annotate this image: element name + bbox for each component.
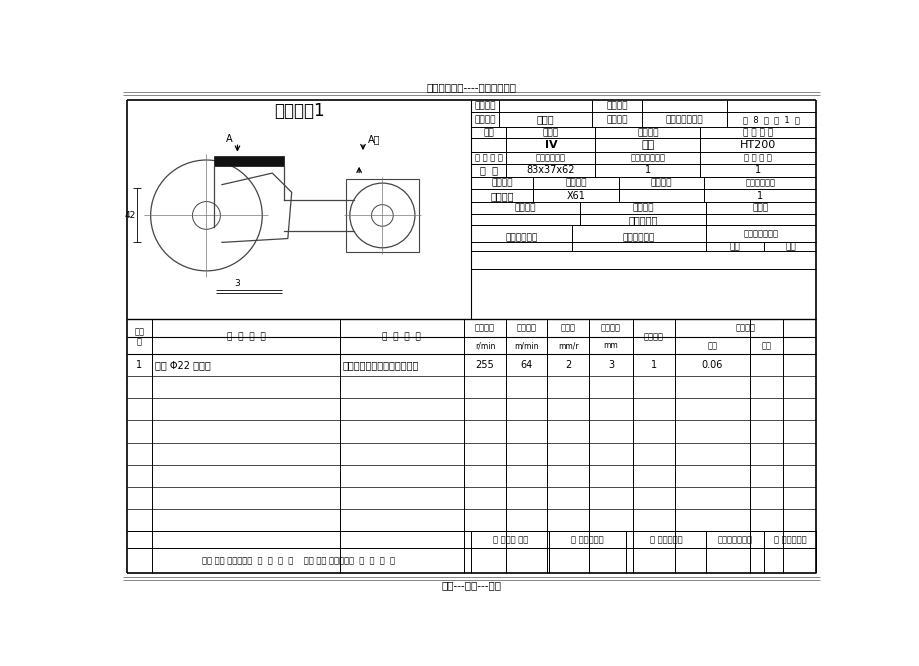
- Bar: [346, 179, 418, 252]
- Text: 切削速度: 切削速度: [516, 324, 537, 333]
- Text: r/min: r/min: [474, 341, 494, 350]
- Text: 83x37x62: 83x37x62: [526, 165, 574, 175]
- Text: 校 对（日期）: 校 对（日期）: [571, 535, 604, 544]
- Text: 夹具编号: 夹具编号: [515, 204, 536, 212]
- Text: 1: 1: [644, 165, 650, 175]
- Text: 产品名称: 产品名称: [474, 115, 495, 124]
- Text: 机动: 机动: [707, 341, 717, 350]
- Text: 1: 1: [650, 360, 656, 370]
- Text: 工位器具名称: 工位器具名称: [622, 234, 654, 242]
- Text: 零件图号: 零件图号: [606, 102, 627, 111]
- Text: 设备编号: 设备编号: [650, 178, 672, 188]
- Text: 切削液: 切削液: [752, 204, 768, 212]
- Text: 毛 坯 种 类: 毛 坯 种 类: [474, 153, 503, 163]
- Text: 标准化（日期）: 标准化（日期）: [717, 535, 752, 544]
- Text: A向: A向: [368, 135, 380, 145]
- Text: 粗铣: 粗铣: [641, 140, 653, 150]
- Text: 精选优质文档----倾情为你奉上: 精选优质文档----倾情为你奉上: [426, 82, 516, 92]
- Text: 共  8  页  第  1  页: 共 8 页 第 1 页: [743, 115, 800, 124]
- Text: mm: mm: [603, 341, 618, 350]
- Text: HT200: HT200: [739, 140, 776, 150]
- Text: 工步
号: 工步 号: [134, 327, 144, 346]
- Text: mm/r: mm/r: [558, 341, 578, 350]
- Text: 卧式铣床: 卧式铣床: [490, 190, 514, 201]
- Text: 硬质合金端铣刀、专用铣夹具: 硬质合金端铣刀、专用铣夹具: [343, 360, 419, 370]
- Text: 64: 64: [520, 360, 532, 370]
- Text: 夹具名称: 夹具名称: [631, 204, 652, 212]
- Text: 准终: 准终: [729, 242, 740, 251]
- Text: 每毛坯可制件数: 每毛坯可制件数: [630, 153, 664, 163]
- Text: 设 计（日 期）: 设 计（日 期）: [492, 535, 528, 544]
- Text: 柴油机: 柴油机: [536, 115, 553, 125]
- Text: 42: 42: [124, 211, 135, 220]
- Text: 每 台 件 数: 每 台 件 数: [743, 153, 771, 163]
- Text: 3: 3: [607, 360, 613, 370]
- Text: 设备型号: 设备型号: [565, 178, 586, 188]
- Text: 进给次数: 进给次数: [643, 332, 663, 341]
- Text: 毛坯外形尺寸: 毛坯外形尺寸: [536, 153, 565, 163]
- Text: X61: X61: [566, 190, 584, 201]
- Text: 255: 255: [475, 360, 494, 370]
- Text: 进给量: 进给量: [561, 324, 575, 333]
- Text: 1: 1: [754, 165, 761, 175]
- Text: 工艺附图1: 工艺附图1: [274, 102, 324, 120]
- Text: A: A: [226, 135, 233, 145]
- Text: 1: 1: [756, 190, 763, 201]
- Text: 材 料 牌 号: 材 料 牌 号: [743, 128, 773, 137]
- Text: 主轴转速: 主轴转速: [474, 324, 494, 333]
- Text: 2: 2: [564, 360, 571, 370]
- Text: 粗铣 Φ22 上端面: 粗铣 Φ22 上端面: [155, 360, 210, 370]
- Text: 工  步  内  容: 工 步 内 容: [226, 332, 265, 341]
- Text: 设备名称: 设备名称: [492, 178, 513, 188]
- Text: 同时加工件数: 同时加工件数: [744, 178, 775, 188]
- Bar: [214, 156, 284, 166]
- Text: 专心---专注---专业: 专心---专注---专业: [441, 580, 501, 590]
- Text: 产品型号: 产品型号: [474, 102, 495, 111]
- Text: 零件名称: 零件名称: [606, 115, 627, 124]
- Text: 单件: 单件: [784, 242, 795, 251]
- Text: 工序名称: 工序名称: [636, 128, 658, 137]
- Text: 1: 1: [136, 360, 142, 370]
- Text: 工  艺  设  备: 工 艺 设 备: [382, 332, 421, 341]
- Text: 专用铣夹具: 专用铣夹具: [628, 214, 657, 224]
- Text: 3: 3: [234, 280, 240, 288]
- Text: 标记 处数 更改文件号  签  字  日  期    标记 处数 更改文件号  签  字  日  期: 标记 处数 更改文件号 签 字 日 期 标记 处数 更改文件号 签 字 日 期: [202, 556, 395, 565]
- Text: 工序号: 工序号: [542, 128, 559, 137]
- Text: 辅助: 辅助: [761, 341, 771, 350]
- Text: 审 核（日期）: 审 核（日期）: [649, 535, 682, 544]
- Text: 0.06: 0.06: [701, 360, 722, 370]
- Text: 工位器具编号: 工位器具编号: [505, 234, 538, 242]
- Text: 会 签（日期）: 会 签（日期）: [773, 535, 806, 544]
- Text: IV: IV: [544, 140, 557, 150]
- Text: 铸  件: 铸 件: [480, 165, 497, 175]
- Text: 车间: 车间: [483, 128, 494, 137]
- Text: 工序工时（分）: 工序工时（分）: [743, 229, 777, 238]
- Text: 气门摇臂轴支座: 气门摇臂轴支座: [665, 115, 703, 124]
- Text: 工步工时: 工步工时: [734, 324, 754, 333]
- Text: m/min: m/min: [514, 341, 539, 350]
- Text: 切削深度: 切削深度: [600, 324, 620, 333]
